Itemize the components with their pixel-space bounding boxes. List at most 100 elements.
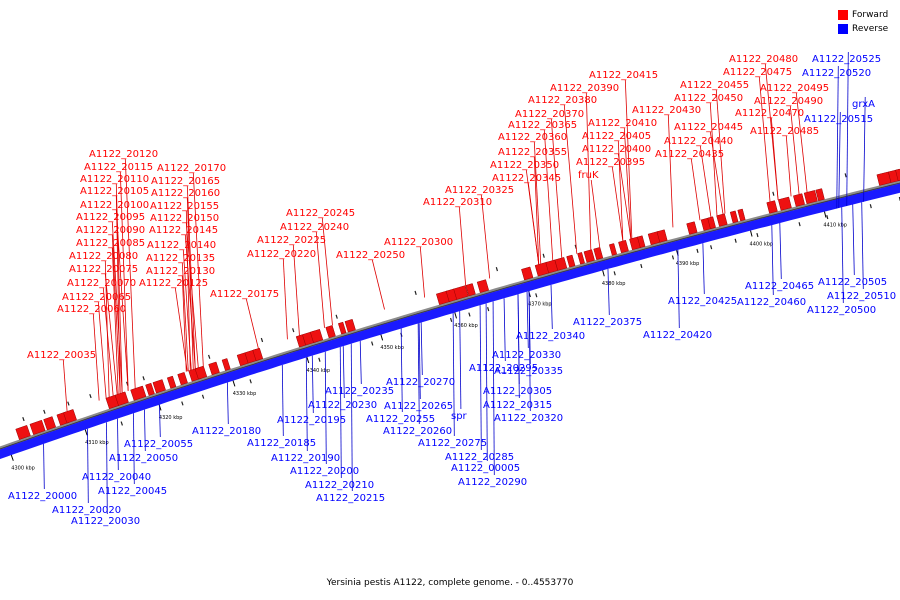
reverse-leader-line (771, 225, 774, 296)
gene-mark (826, 215, 829, 220)
forward-gene (566, 254, 576, 268)
forward-gene-label: A1122_20455 (680, 80, 749, 91)
forward-gene (252, 347, 264, 362)
forward-leader-line (62, 359, 68, 412)
forward-gene-label: A1122_20440 (664, 136, 733, 147)
forward-leader-line (115, 209, 129, 391)
forward-leader-line (97, 301, 107, 399)
forward-gene (577, 252, 585, 265)
forward-leader-line (184, 234, 196, 369)
forward-gene-label: A1122_20225 (257, 235, 326, 246)
forward-gene (465, 283, 476, 297)
reverse-leader-line (133, 413, 135, 485)
reverse-gene-label: A1122_20525 (812, 54, 881, 65)
reverse-leader-line (87, 428, 89, 504)
gene-mark (869, 204, 872, 209)
forward-swatch (838, 10, 848, 20)
reverse-leader-line (400, 328, 403, 413)
forward-gene-label: A1122_20155 (150, 201, 219, 212)
forward-leader-line (458, 206, 467, 286)
reverse-leader-line (305, 357, 308, 452)
forward-gene (43, 416, 57, 431)
reverse-leader-line (517, 294, 520, 399)
genome-backbone (0, 180, 900, 460)
forward-gene-label: A1122_20140 (147, 240, 216, 251)
forward-leader-line (185, 210, 191, 371)
forward-gene (63, 409, 77, 424)
gene-mark (535, 293, 538, 298)
gene-mark (371, 341, 374, 346)
forward-leader-line (124, 158, 136, 389)
forward-gene-label: A1122_20070 (67, 278, 136, 289)
forward-gene-label: A1122_20355 (498, 147, 567, 158)
forward-gene (325, 325, 336, 339)
forward-leader-line (111, 221, 123, 393)
forward-gene (793, 193, 805, 207)
forward-leader-line (119, 171, 129, 391)
reverse-gene-label: A1122_20330 (492, 350, 561, 361)
forward-leader-line (104, 273, 118, 395)
map-caption: Yersinia pestis A1122, complete genome. … (326, 578, 574, 588)
reverse-leader-line (350, 343, 353, 492)
gene-mark (89, 394, 92, 399)
forward-gene-label: A1122_20065 (62, 292, 131, 303)
forward-leader-line (111, 234, 121, 394)
gene-mark (142, 376, 145, 381)
reverse-gene-label: A1122_20305 (483, 386, 552, 397)
reverse-gene-label: A1122_20460 (737, 297, 806, 308)
forward-gene-label: A1122_20480 (729, 54, 798, 65)
forward-gene (337, 321, 347, 335)
reverse-gene-label: A1122_20050 (109, 453, 178, 464)
forward-gene-label: fruK (578, 170, 599, 181)
forward-gene (729, 210, 739, 224)
label-leaders (43, 51, 866, 515)
reverse-leader-line (226, 382, 229, 425)
forward-gene-label: A1122_20370 (515, 109, 584, 120)
forward-gene-label: A1122_20095 (76, 212, 145, 223)
forward-gene-label: A1122_20435 (655, 149, 724, 160)
gene-mark (43, 409, 46, 414)
reverse-gene-label: A1122_00005 (451, 463, 520, 474)
reverse-leader-line (846, 51, 849, 207)
forward-gene (114, 391, 129, 406)
forward-leader-line (525, 169, 540, 265)
tick-mark (454, 312, 457, 319)
reverse-leader-line (417, 323, 420, 425)
forward-gene (309, 328, 324, 344)
forward-leader-line (563, 104, 578, 254)
forward-gene-label: A1122_20250 (336, 250, 405, 261)
forward-leader-line (174, 287, 188, 372)
legend-reverse: Reverse (838, 22, 888, 36)
forward-gene (686, 221, 698, 235)
reverse-leader-line (117, 418, 119, 471)
forward-leader-line (789, 105, 800, 195)
forward-leader-line (186, 185, 196, 369)
reverse-leader-line (779, 223, 782, 280)
forward-leader-line (585, 92, 592, 250)
forward-leader-line (480, 194, 491, 279)
gene-mark (798, 222, 801, 227)
tick-mark (602, 270, 605, 277)
forward-gene-label: A1122_20090 (76, 225, 145, 236)
forward-leader-line (624, 79, 633, 239)
reverse-gene-label: A1122_20215 (316, 493, 385, 504)
reverse-gene-label: A1122_20290 (458, 477, 527, 488)
reverse-gene-label: spr (451, 411, 468, 422)
forward-leader-line (115, 195, 121, 394)
reverse-gene-label: A1122_20020 (52, 505, 121, 516)
gene-mark (756, 232, 759, 238)
forward-gene-label: A1122_20105 (80, 186, 149, 197)
tick-label: 4370 kbp (528, 302, 552, 308)
gene-mark (671, 255, 675, 260)
reverse-gene-label: A1122_20420 (643, 330, 712, 341)
forward-gene-label: A1122_20170 (157, 163, 226, 174)
forward-gene-label: A1122_20345 (492, 173, 561, 184)
forward-gene (815, 188, 825, 202)
reverse-leader-line (607, 268, 610, 316)
reverse-leader-line (43, 443, 45, 490)
reverse-gene-label: A1122_20375 (573, 317, 642, 328)
reverse-swatch (838, 24, 848, 34)
gene-mark (335, 314, 338, 319)
forward-gene (152, 379, 166, 394)
